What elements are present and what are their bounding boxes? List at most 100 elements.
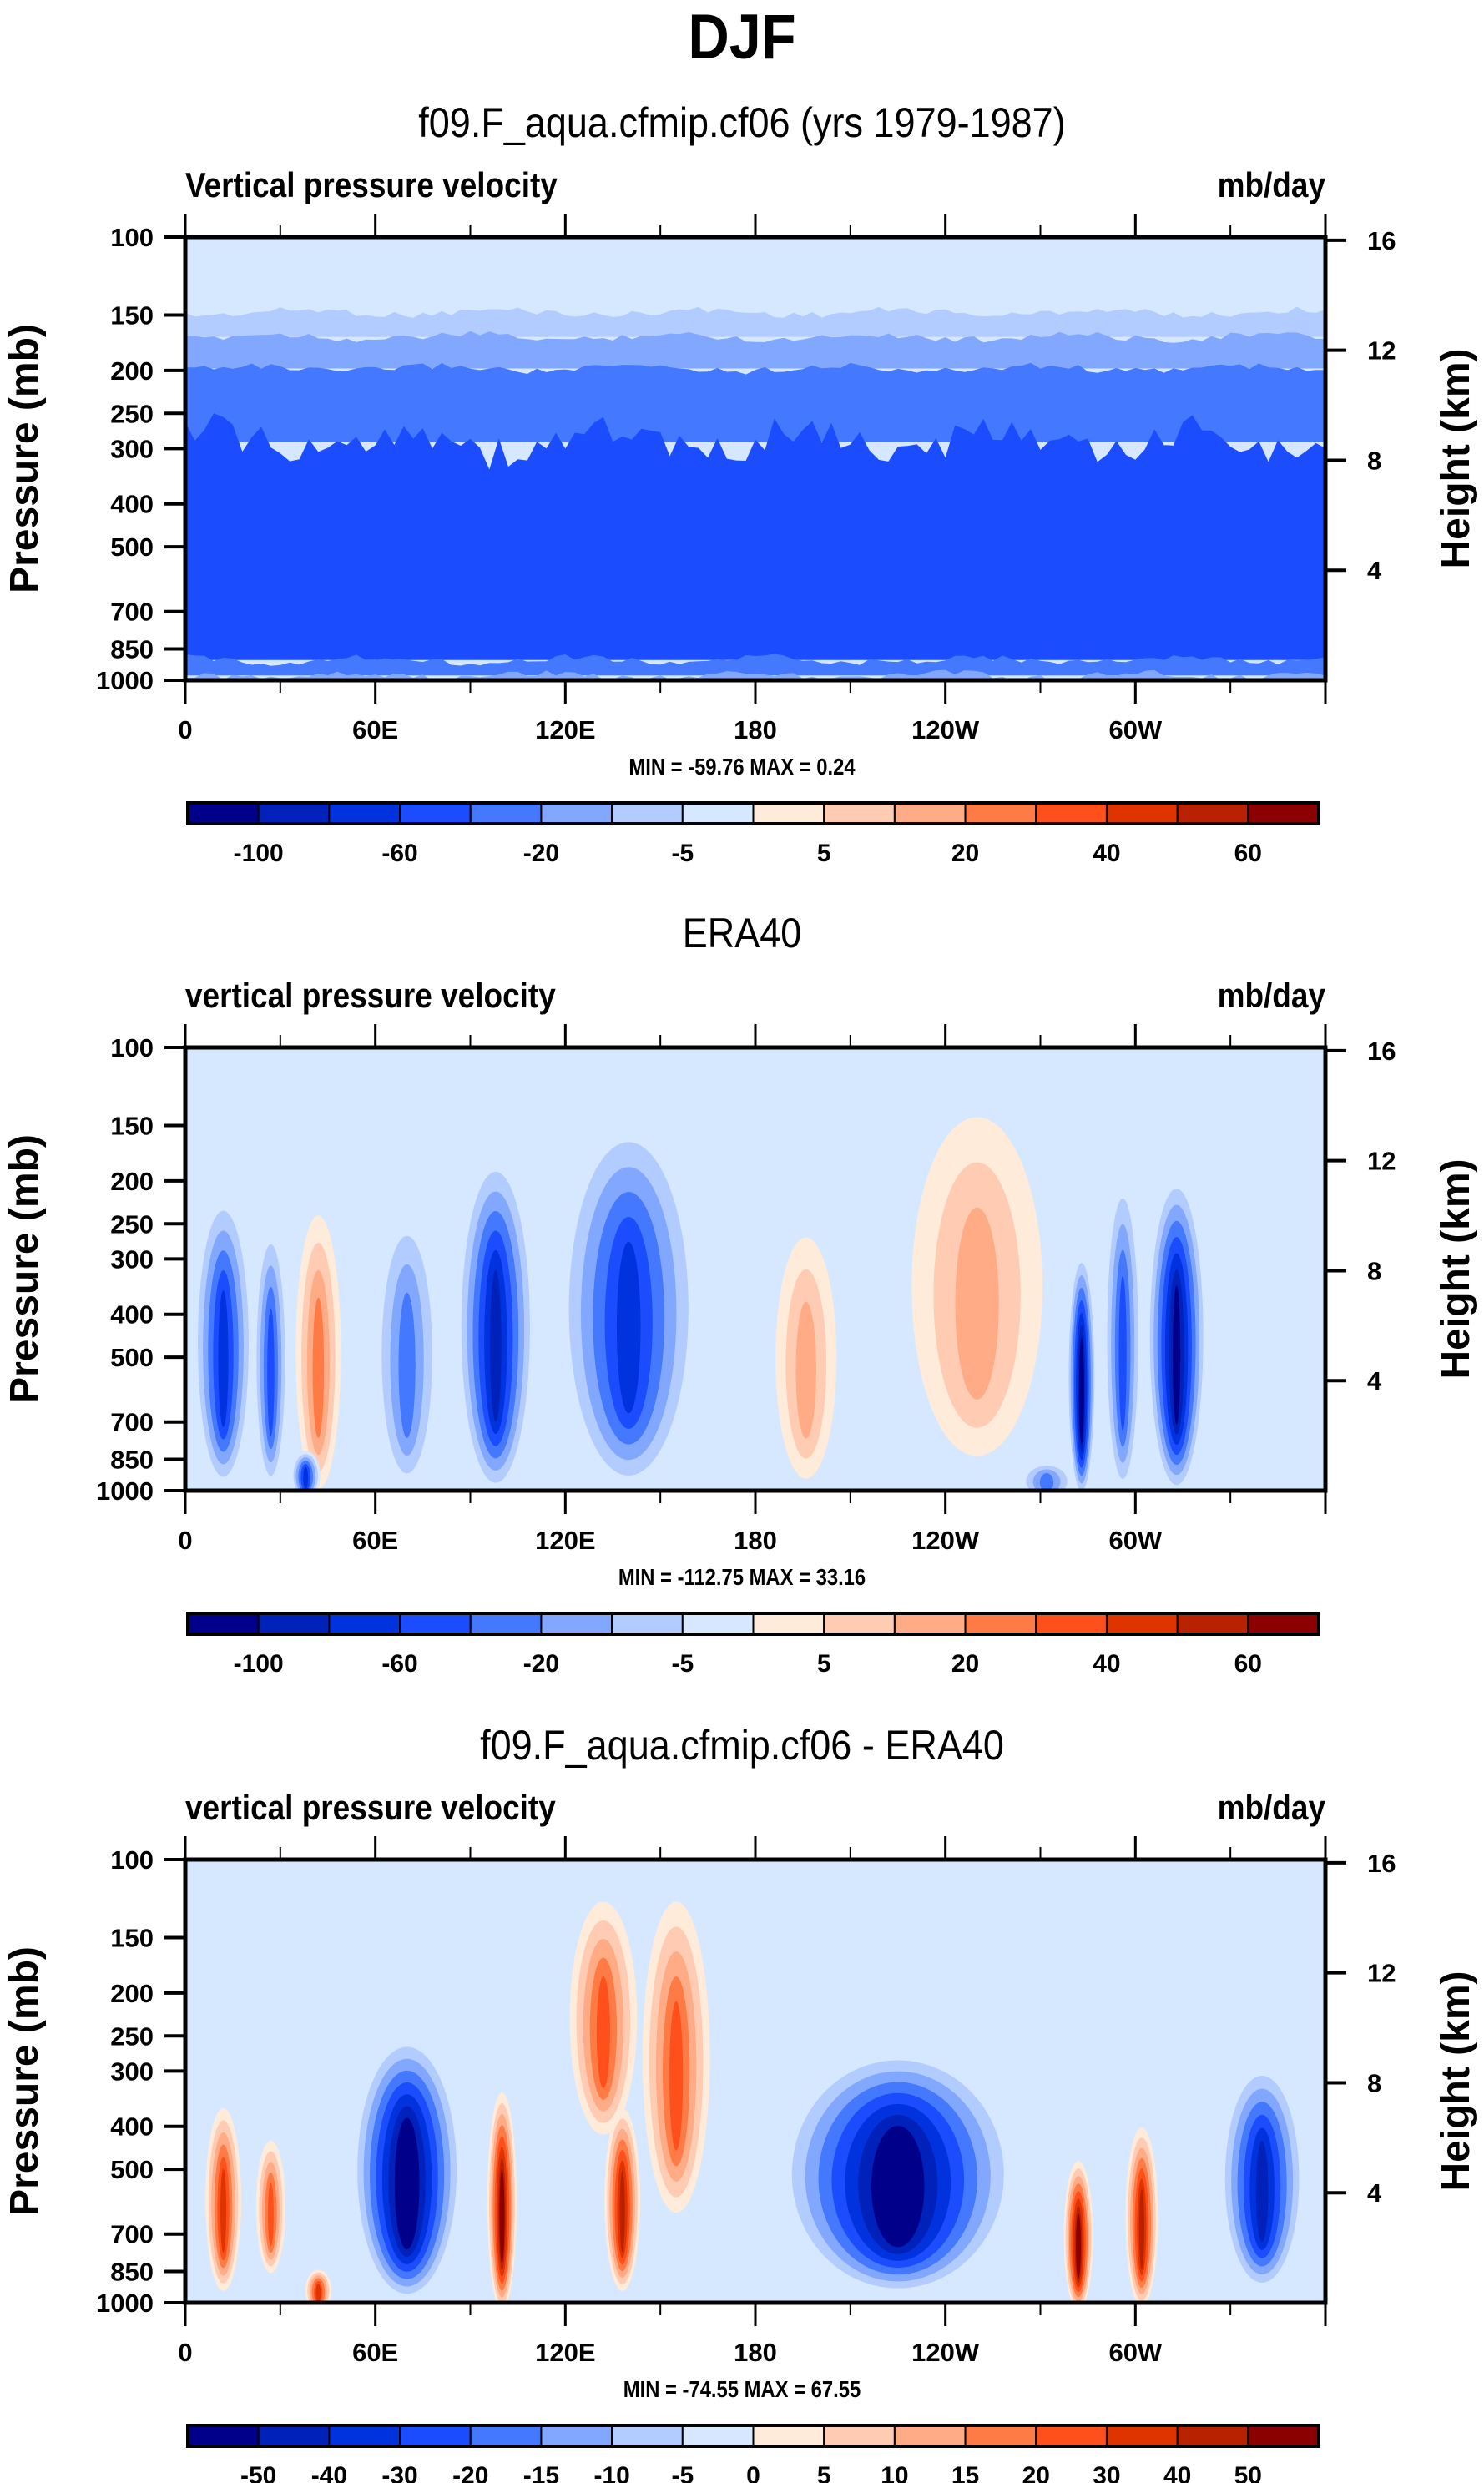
colorbar-label: 60: [1234, 1650, 1262, 1678]
colorbar-swatch: [611, 802, 684, 825]
x-tick-label: 60E: [352, 1526, 398, 1555]
colorbar-label: 5: [817, 840, 831, 867]
y-axis-label: Pressure (mb): [3, 1134, 47, 1404]
colorbar-label: -20: [452, 2462, 488, 2483]
y-tick-label: 850: [110, 1446, 154, 1475]
colorbar-label: -30: [381, 2462, 417, 2483]
units-label: mb/day: [1217, 1788, 1325, 1827]
left-string: vertical pressure velocity: [185, 1788, 556, 1827]
colorbar-swatch: [187, 802, 260, 825]
contour-level: [303, 1466, 309, 1490]
y-right-axis-label: Height (km): [1434, 1159, 1478, 1380]
y-right-tick-label: 8: [1367, 1256, 1381, 1285]
panel-title: ERA40: [682, 910, 802, 956]
y-tick-label: 200: [110, 1167, 154, 1196]
colorbar-swatch: [1035, 802, 1108, 825]
colorbar-swatch: [964, 2425, 1037, 2447]
colorbar-swatch: [964, 1612, 1037, 1635]
contour-level: [596, 1976, 610, 2088]
y-tick-label: 150: [110, 301, 154, 331]
colorbar-frame: [186, 2424, 1320, 2448]
colorbar-label: -15: [523, 2462, 559, 2483]
y-tick-label: 1000: [96, 1476, 154, 1506]
colorbar-swatch: [611, 2425, 684, 2447]
y-right-axis-label: Height (km): [1434, 1971, 1478, 2192]
y-right-tick-label: 12: [1367, 1147, 1396, 1176]
units-label: mb/day: [1217, 976, 1325, 1015]
x-tick-label: 0: [178, 2338, 192, 2367]
colorbar-swatch: [469, 1612, 543, 1635]
contour-level: [490, 1269, 502, 1422]
y-right-tick-label: 4: [1367, 556, 1382, 585]
contour-level: [267, 2183, 274, 2247]
colorbar-swatch: [823, 802, 896, 825]
y-tick-label: 200: [110, 356, 154, 386]
x-tick-label: 60E: [352, 2338, 398, 2367]
y-tick-label: 150: [110, 1112, 154, 1141]
colorbar-swatch: [1176, 1612, 1249, 1635]
colorbar-swatch: [1247, 1612, 1320, 1635]
contour-level: [312, 1297, 325, 1438]
y-right-tick-label: 16: [1367, 1849, 1396, 1878]
contour-level: [795, 1301, 816, 1439]
y-axis-label: Pressure (mb): [3, 1946, 47, 2216]
colorbar-swatch: [1035, 2425, 1108, 2447]
y-tick-label: 100: [110, 223, 154, 252]
colorbar-swatch: [893, 802, 967, 825]
colorbar-label: -10: [593, 2462, 629, 2483]
contour-level: [619, 2170, 625, 2252]
y-tick-label: 250: [110, 1209, 154, 1239]
colorbar-label: -60: [381, 1650, 417, 1678]
x-tick-label: 180: [734, 715, 777, 744]
x-tick-label: 120E: [535, 1526, 595, 1555]
colorbar-swatch: [187, 1612, 260, 1635]
y-tick-label: 200: [110, 1979, 154, 2008]
colorbar-label: 40: [1093, 1650, 1120, 1678]
y-tick-label: 700: [110, 1408, 154, 1437]
colorbar-swatch: [1105, 802, 1179, 825]
colorbar-swatch: [399, 2425, 472, 2447]
colorbar-label: 0: [746, 2462, 760, 2483]
colorbar-label: 15: [951, 2462, 979, 2483]
x-tick-label: 60W: [1108, 715, 1162, 744]
colorbar-swatch: [964, 802, 1037, 825]
x-tick-label: 120W: [911, 2338, 980, 2367]
contour-level: [220, 2168, 227, 2253]
contour-level: [1255, 2141, 1269, 2243]
colorbar-label: -100: [234, 1650, 284, 1678]
y-tick-label: 250: [110, 399, 154, 428]
colorbar-swatch: [681, 802, 755, 825]
contour-level: [1138, 2188, 1144, 2269]
colorbar-swatch: [1105, 2425, 1179, 2447]
y-tick-label: 300: [110, 1244, 154, 1274]
y-tick-label: 850: [110, 635, 154, 664]
y-right-tick-label: 16: [1367, 1037, 1396, 1066]
y-right-tick-label: 16: [1367, 226, 1396, 255]
contour-level: [315, 2284, 321, 2303]
min-max-label: MIN = -59.76 MAX = 0.24: [628, 754, 856, 780]
y-tick-label: 250: [110, 2021, 154, 2051]
x-tick-label: 120E: [535, 715, 595, 744]
contour-level: [1078, 1337, 1084, 1445]
colorbar-swatch: [893, 1612, 967, 1635]
x-tick-label: 0: [178, 715, 192, 744]
colorbar-label: -5: [671, 1650, 694, 1678]
y-tick-label: 850: [110, 2258, 154, 2287]
colorbar-label: 20: [1022, 2462, 1050, 2483]
colorbar-swatch: [1247, 2425, 1320, 2447]
contour-level: [398, 1292, 416, 1438]
units-label: mb/day: [1217, 165, 1325, 204]
min-max-label: MIN = -74.55 MAX = 67.55: [623, 2376, 861, 2402]
y-tick-label: 1000: [96, 2289, 154, 2318]
colorbar-label: 10: [881, 2462, 908, 2483]
colorbar-swatch: [187, 2425, 260, 2447]
y-right-tick-label: 4: [1367, 1366, 1382, 1395]
colorbar-label: 30: [1093, 2462, 1120, 2483]
x-tick-label: 120W: [911, 1526, 980, 1555]
y-tick-label: 300: [110, 434, 154, 463]
y-tick-label: 500: [110, 2155, 154, 2184]
colorbar-swatch: [1176, 2425, 1249, 2447]
x-tick-label: 0: [178, 1526, 192, 1555]
